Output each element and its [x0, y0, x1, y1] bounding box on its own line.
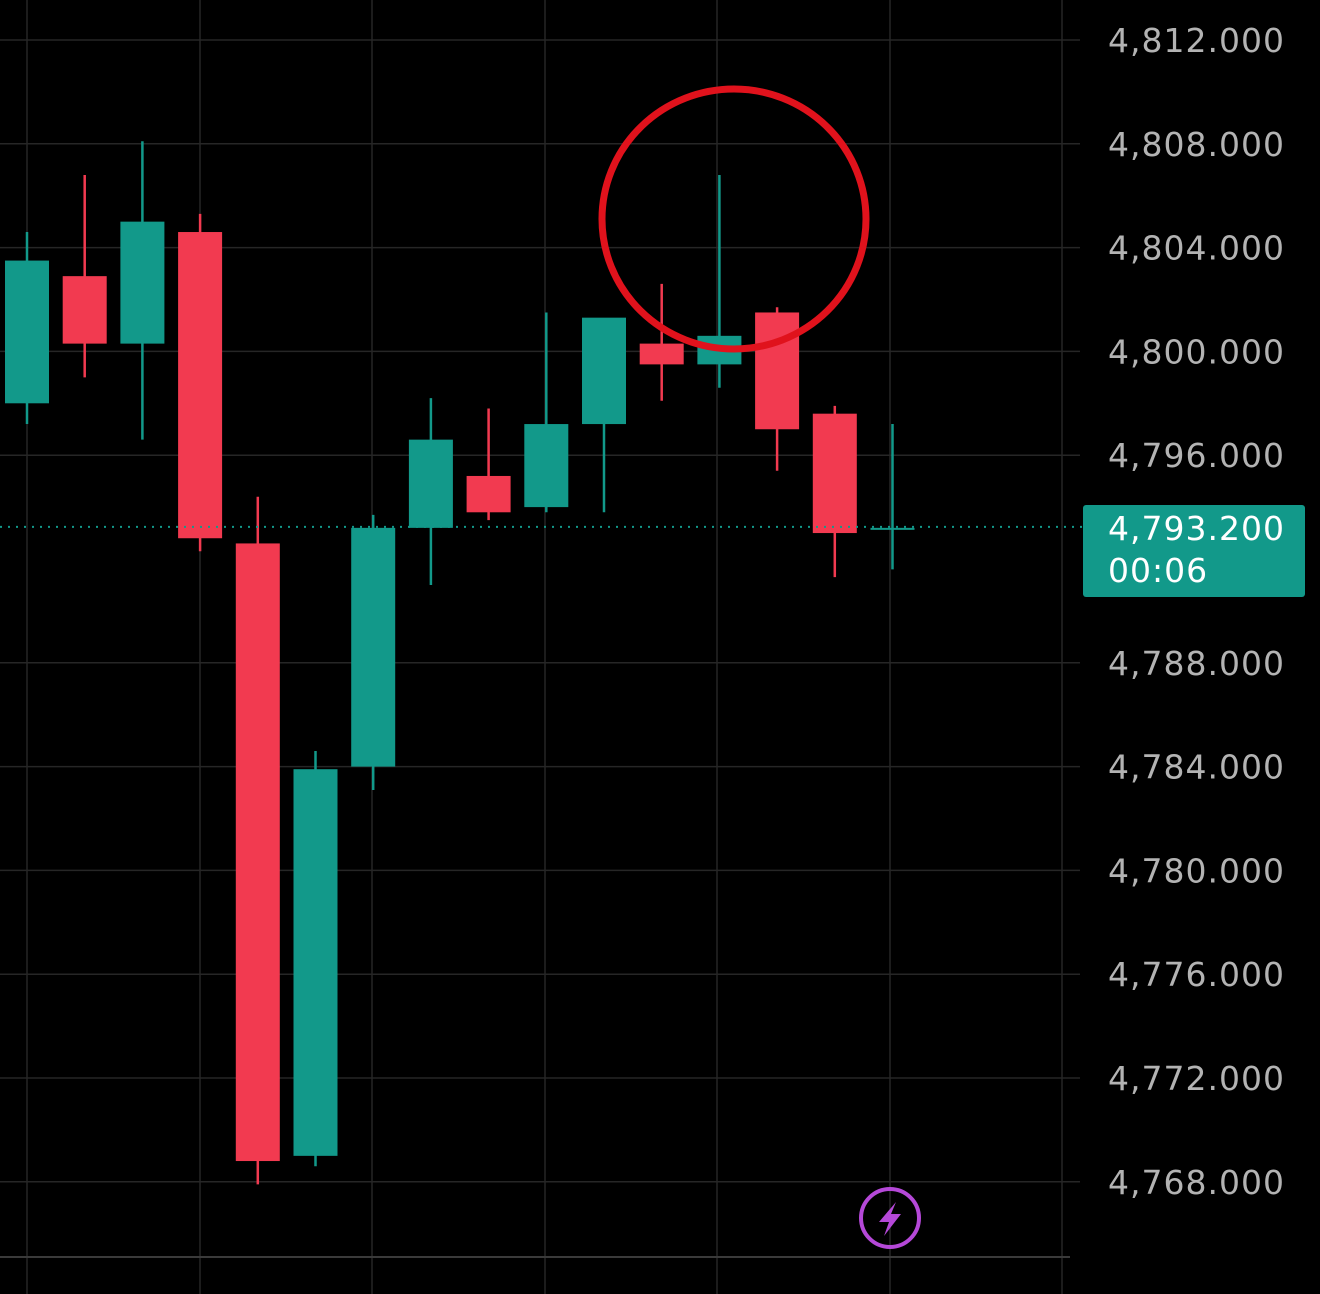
candle — [870, 424, 915, 570]
candle — [293, 751, 338, 1167]
y-tick-label: 4,788.000 — [1108, 644, 1285, 683]
candles — [5, 141, 915, 1185]
candle-body — [408, 439, 453, 528]
candle-body — [293, 769, 338, 1156]
price-tag-background — [1083, 505, 1305, 597]
y-tick-label: 4,804.000 — [1108, 229, 1285, 268]
y-tick-label: 4,772.000 — [1108, 1059, 1285, 1098]
y-tick-label: 4,780.000 — [1108, 851, 1285, 890]
candle-body — [466, 475, 511, 513]
candle — [120, 141, 165, 440]
candle — [178, 213, 223, 552]
candle-body — [870, 527, 915, 530]
annotation-circle — [598, 85, 870, 353]
candle — [639, 283, 684, 401]
y-tick-label: 4,776.000 — [1108, 955, 1285, 994]
candle-body — [235, 543, 280, 1162]
lightning-bolt-glyph — [879, 1202, 901, 1236]
candle — [351, 514, 396, 790]
candle-body — [812, 413, 857, 534]
candle-body — [62, 276, 107, 344]
candle — [524, 312, 569, 513]
lightning-icon[interactable] — [859, 1187, 921, 1249]
candle-body — [582, 317, 626, 425]
candle — [812, 405, 857, 578]
y-axis: 4,812.000 4,808.000 4,804.000 4,800.000 4,79… — [1108, 21, 1285, 1202]
annotation — [598, 85, 870, 353]
y-tick-label: 4,808.000 — [1108, 125, 1285, 164]
candle-countdown-label: 00:06 — [1108, 551, 1208, 590]
candle — [235, 496, 280, 1185]
y-tick-label: 4,768.000 — [1108, 1163, 1285, 1202]
candle — [408, 398, 453, 585]
candle — [755, 307, 800, 471]
candle — [582, 317, 626, 513]
y-tick-label: 4,796.000 — [1108, 436, 1285, 475]
lightning-icon-ring — [859, 1187, 921, 1249]
y-tick-label: 4,800.000 — [1108, 332, 1285, 371]
candle-body — [639, 343, 684, 365]
candle-body — [5, 260, 49, 404]
candle — [697, 174, 742, 388]
candle-body — [351, 527, 396, 767]
candle — [5, 232, 49, 425]
grid-lines — [0, 0, 1080, 1294]
candle-body — [120, 221, 165, 344]
y-tick-label: 4,812.000 — [1108, 21, 1285, 60]
current-price-tag: 4,793.200 00:06 — [1083, 505, 1305, 597]
candle-body — [755, 312, 800, 430]
current-price-label: 4,793.200 — [1108, 509, 1285, 548]
candle — [62, 174, 107, 378]
candle-body — [524, 424, 569, 508]
y-tick-label: 4,784.000 — [1108, 748, 1285, 787]
candle — [466, 408, 511, 521]
candle-body — [178, 232, 223, 539]
